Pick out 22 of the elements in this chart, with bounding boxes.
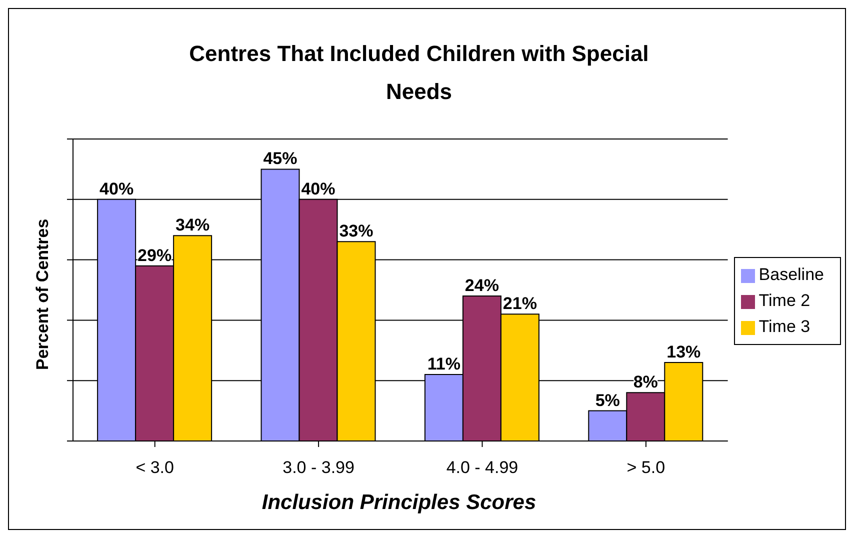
y-axis-title: Percent of Centres — [33, 218, 52, 370]
x-tick-label: 4.0 - 4.99 — [446, 458, 518, 478]
data-label: 8% — [633, 372, 658, 392]
chart-title: Centres That Included Children with Special Needs — [188, 40, 650, 106]
legend-label: Time 3 — [758, 317, 810, 336]
legend-label: Baseline — [758, 265, 824, 284]
data-label: 40% — [100, 179, 134, 198]
data-label: 34% — [176, 216, 210, 235]
data-label: 29% — [138, 246, 172, 265]
data-label: 11% — [427, 354, 460, 374]
x-tick-label: > 5.0 — [626, 458, 666, 478]
x-tick-label: < 3.0 — [136, 458, 174, 478]
data-label: 45% — [263, 149, 298, 168]
x-tick-label: 3.0 - 3.99 — [282, 458, 354, 478]
data-label: 40% — [301, 179, 336, 198]
data-label: 13% — [666, 342, 701, 362]
legend-label: Time 2 — [758, 291, 810, 310]
data-label: 24% — [464, 276, 499, 296]
data-label: 33% — [339, 222, 374, 241]
x-axis-title: Inclusion Principles Scores — [260, 491, 538, 515]
data-label: 21% — [502, 294, 537, 314]
data-label: 5% — [595, 390, 620, 410]
